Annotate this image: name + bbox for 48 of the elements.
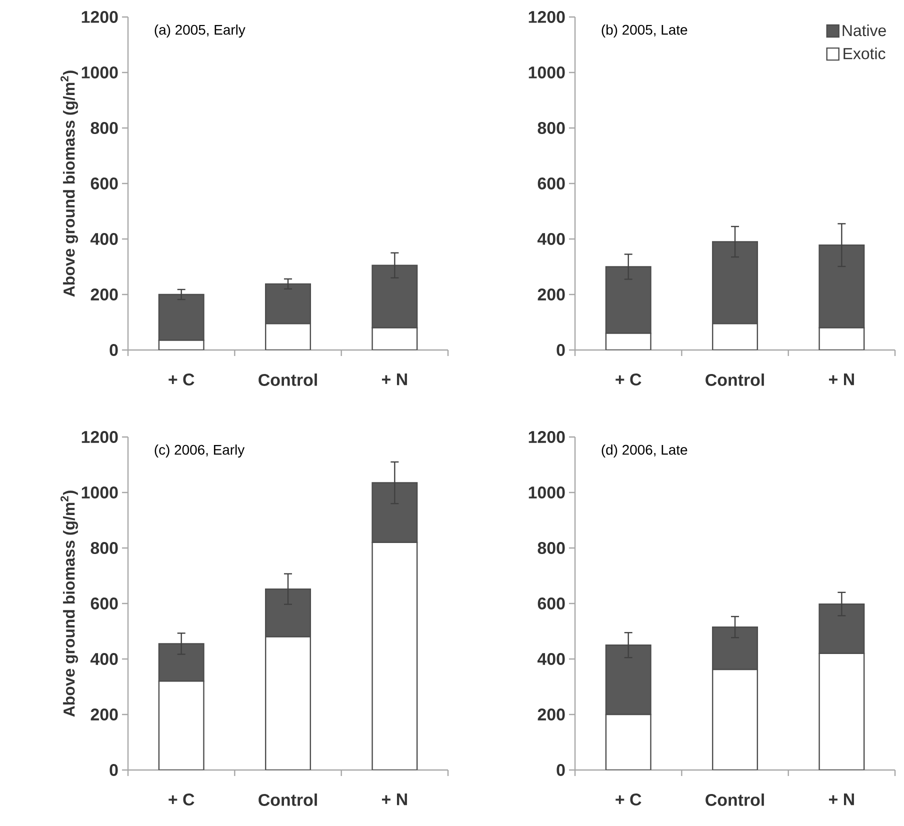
x-tick-label: + C (616, 794, 642, 806)
x-tick-label: Control (258, 794, 317, 806)
x-tick-label: + N (828, 374, 854, 386)
x-tick-label: + C (616, 374, 642, 386)
y-axis-title: Above ground biomass (g/m$^{2}$) (60, 70, 78, 297)
y-tick-label: 0 (556, 344, 565, 356)
x-tick-label: Control (258, 374, 317, 386)
x-tick-label: + C (168, 374, 194, 386)
y-tick-label: 600 (538, 597, 565, 610)
y-tick-label: 400 (537, 232, 565, 245)
x-tick-label: + N (828, 794, 854, 806)
legend-label: Exotic (844, 48, 886, 60)
y-tick-label: 600 (90, 177, 118, 190)
y-tick-label: 600 (90, 597, 118, 610)
y-tick-label: 1200 (82, 430, 118, 443)
x-tick-label: + N (382, 794, 407, 806)
y-tick-label: 800 (538, 122, 565, 134)
y-tick-label: 0 (556, 764, 565, 776)
y-tick-label: 400 (90, 652, 118, 665)
x-tick-label: Control (706, 374, 764, 386)
y-tick-label: 600 (538, 177, 565, 190)
y-tick-label: 400 (90, 232, 118, 245)
text: (d) 2006, Late (602, 444, 688, 458)
legend-label: Native (842, 24, 886, 36)
y-tick-label: 1200 (82, 10, 118, 23)
x-tick-label: + N (382, 374, 407, 386)
y-tick-label: 400 (537, 652, 565, 665)
y-tick-label: 200 (538, 288, 565, 300)
x-tick-label: Control (706, 794, 764, 806)
y-tick-label: 1200 (528, 430, 565, 443)
y-tick-label: 800 (90, 122, 118, 134)
text: (c) 2006, Early (154, 444, 245, 458)
y-tick-label: 1000 (82, 66, 118, 78)
y-axis-title: Above ground biomass (g/m$^{2}$) (60, 490, 78, 717)
y-tick-label: 200 (538, 708, 565, 720)
y-tick-label: 1000 (528, 66, 565, 78)
y-tick-label: 0 (110, 764, 118, 776)
y-tick-label: 800 (90, 542, 118, 554)
x-tick-label: + C (168, 794, 194, 806)
y-tick-label: 0 (110, 344, 118, 356)
text: (a) 2005, Early (154, 24, 246, 38)
y-tick-label: 200 (90, 708, 118, 720)
y-tick-label: 1000 (82, 486, 118, 498)
y-tick-label: 1200 (528, 10, 565, 23)
y-tick-label: 1000 (528, 486, 565, 498)
text: (b) 2005, Late (602, 24, 688, 38)
y-tick-label: 200 (90, 288, 118, 300)
y-tick-label: 800 (538, 542, 565, 554)
